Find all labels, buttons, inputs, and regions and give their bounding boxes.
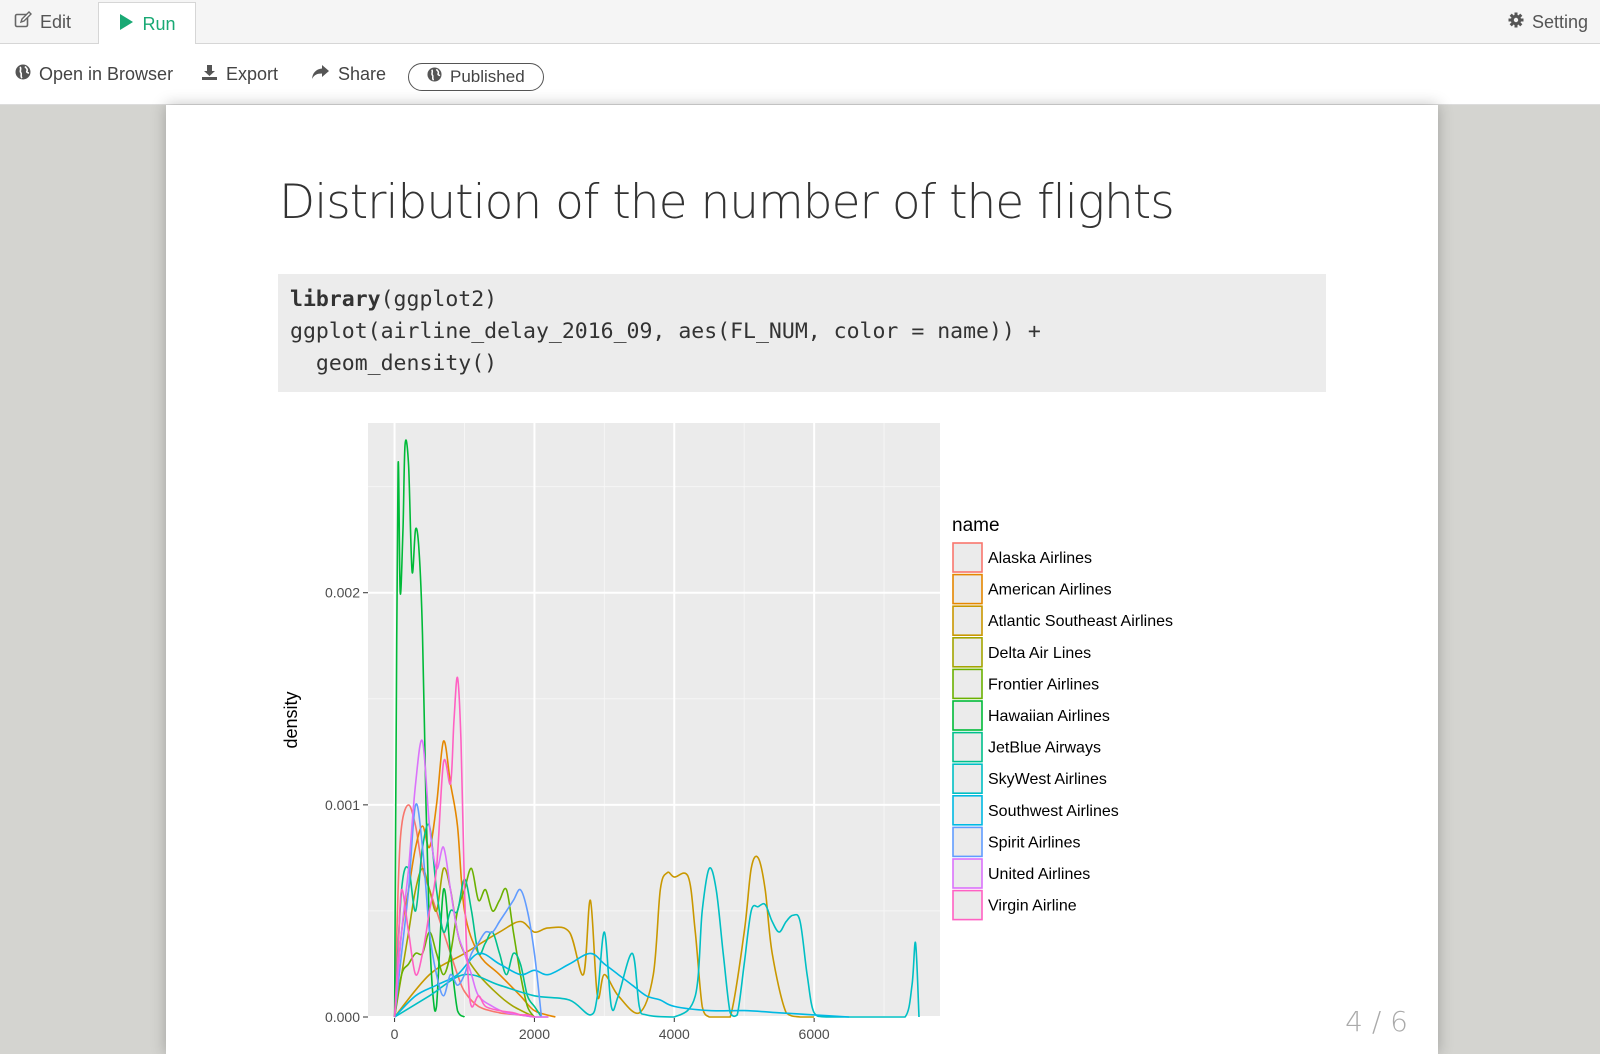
setting-label: Setting [1531, 11, 1588, 32]
published-button[interactable]: Published [408, 63, 544, 91]
tab-edit-label: Edit [40, 11, 72, 32]
code-line-3: geom_density() [290, 351, 498, 376]
density-chart: 0 2000 4000 6000 0.000 0.001 0.002 density name A… [281, 423, 1173, 1042]
published-label: Published [450, 67, 525, 86]
share-label: Share [338, 64, 387, 84]
plot-panel [368, 423, 940, 1017]
code-block: library(ggplot2) ggplot(airline_delay_20… [278, 274, 1326, 392]
density-line [393, 823, 543, 1018]
legend-label: Spirit Airlines [988, 834, 1080, 851]
legend-label: Hawaiian Airlines [988, 708, 1110, 725]
setting-button[interactable]: Setting [1508, 0, 1588, 44]
x-tick-label: 6000 [799, 1026, 830, 1042]
code-line-1-rest: (ggplot2) [380, 287, 498, 312]
download-icon [201, 64, 218, 86]
legend-label: Frontier Airlines [988, 676, 1099, 693]
tab-run-label: Run [142, 13, 176, 34]
share-arrow-icon [311, 64, 330, 85]
legend-key [952, 858, 983, 889]
legend-label: Delta Air Lines [988, 645, 1091, 662]
density-line [393, 739, 549, 1018]
legend-key [952, 668, 983, 700]
pencil-square-icon [14, 10, 32, 34]
page-number: 4 / 6 [1345, 1005, 1408, 1038]
legend-key [952, 636, 983, 668]
code-line-2: ggplot(airline_delay_2016_09, aes(FL_NUM… [290, 319, 1041, 344]
globe-icon [15, 64, 31, 85]
open-in-browser-label: Open in Browser [39, 64, 174, 84]
legend-key [952, 763, 983, 795]
open-in-browser-button[interactable]: Open in Browser [15, 44, 173, 105]
legend-label: American Airlines [988, 582, 1112, 599]
slide-title: Distribution of the number of the flight… [279, 175, 1175, 230]
tab-run[interactable]: Run [98, 2, 196, 45]
legend-key [952, 605, 983, 637]
globe-icon [427, 67, 442, 87]
legend-label: JetBlue Airways [988, 740, 1101, 757]
legend-label: Alaska Airlines [988, 550, 1092, 567]
legend-label: Atlantic Southeast Airlines [988, 613, 1173, 630]
y-axis-title: density [281, 691, 301, 748]
legend-label: United Airlines [988, 866, 1090, 883]
density-line [393, 439, 466, 1018]
legend-key [952, 573, 983, 605]
tab-edit[interactable]: Edit [14, 0, 71, 44]
y-tick-label: 0.001 [325, 797, 360, 813]
legend-key [952, 731, 983, 763]
legend-key [952, 794, 983, 826]
slide: Distribution of the number of the flight… [166, 105, 1438, 1054]
export-button[interactable]: Export [201, 44, 278, 105]
legend-key [952, 889, 983, 921]
density-line [393, 867, 535, 1018]
tab-bar: Edit Run Setting [0, 0, 1600, 45]
code-keyword: library [290, 287, 381, 312]
play-icon [118, 13, 134, 36]
legend-label: Southwest Airlines [988, 803, 1119, 820]
export-label: Export [226, 64, 279, 84]
share-button[interactable]: Share [311, 44, 386, 105]
x-tick-label: 0 [391, 1026, 399, 1042]
density-line [393, 855, 815, 1018]
legend-title: name [952, 515, 1000, 536]
x-tick-label: 2000 [519, 1026, 550, 1042]
legend-key [952, 700, 983, 731]
legend-label: Virgin Airline [988, 898, 1077, 915]
density-line [393, 740, 556, 1018]
x-tick-label: 4000 [659, 1026, 690, 1042]
density-line [394, 867, 920, 1018]
toolbar: Open in Browser Export Share Published [0, 44, 1600, 105]
density-line [393, 803, 543, 1018]
y-tick-label: 0.002 [325, 585, 360, 601]
y-tick-label: 0.000 [325, 1009, 360, 1025]
density-line [393, 676, 535, 1018]
legend-key [952, 826, 983, 858]
legend-key [952, 542, 983, 573]
gear-icon [1508, 12, 1524, 33]
legend-label: SkyWest Airlines [988, 771, 1107, 788]
